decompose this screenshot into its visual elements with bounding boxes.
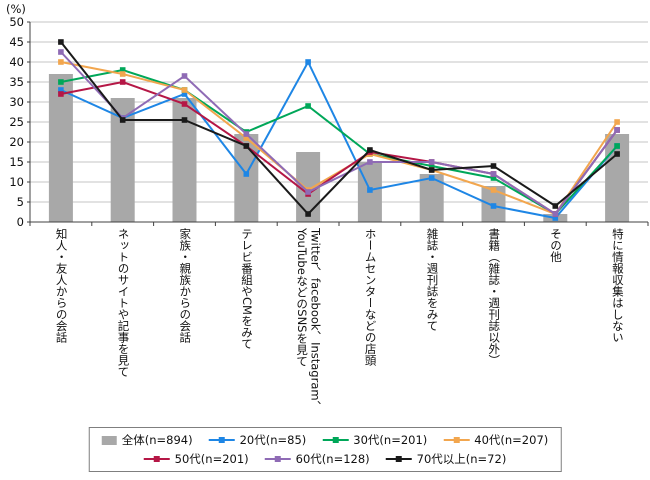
category-label: 知人・友人からの会話 [54, 228, 69, 343]
y-tick-label: 0 [17, 215, 24, 229]
y-tick-label: 35 [9, 75, 24, 89]
category-label: 書籍（雑誌・週刊誌以外） [487, 228, 502, 366]
legend-label: 全体(n=894) [121, 433, 193, 447]
series-marker [243, 143, 250, 149]
series-marker [428, 167, 435, 173]
legend-item: 50代(n=201) [143, 451, 249, 467]
series-line [60, 41, 618, 216]
series-marker [305, 211, 311, 217]
legend-label: 50代(n=201) [174, 452, 249, 466]
legend-label: 60代(n=128) [295, 452, 370, 466]
legend-line-swatch [208, 435, 235, 445]
legend-label: 20代(n=85) [239, 433, 307, 447]
category-label: その他 [549, 228, 564, 263]
y-tick-label: 20 [9, 135, 24, 149]
series-marker [305, 59, 311, 65]
series-marker [552, 203, 559, 209]
legend-item: 40代(n=207) [443, 432, 548, 448]
category-label: テレビ番組やCMをみて [240, 228, 255, 350]
y-tick-label: 30 [9, 95, 24, 109]
series-marker [58, 39, 64, 45]
series-marker [119, 117, 126, 123]
series-marker [614, 119, 620, 125]
series-marker [428, 175, 435, 181]
legend-item: 60代(n=128) [264, 451, 370, 467]
series-marker [119, 79, 126, 85]
bar [48, 74, 73, 222]
series-marker [58, 49, 64, 55]
series-marker [58, 59, 64, 65]
legend-item: 全体(n=894) [101, 432, 193, 448]
category-label: 雑誌・週刊誌をみて [425, 228, 440, 332]
category-axis-labels: 知人・友人からの会話 ネットのサイトや記事を見て 家族・親族からの会話 テレビ番組やC… [0, 228, 650, 424]
series-line [60, 51, 618, 216]
y-tick-label: 5 [17, 195, 24, 209]
series-marker [181, 101, 188, 107]
legend-label: 70代以上(n=72) [416, 452, 507, 466]
chart-legend: 全体(n=894) 20代(n=85) 30代(n=201) 40代(n=207) 50… [88, 427, 562, 472]
series-marker [119, 67, 126, 73]
series-marker [58, 79, 64, 85]
legend-item: 70代以上(n=72) [385, 451, 507, 467]
legend-line-swatch [322, 435, 349, 445]
bar [234, 134, 259, 222]
legend-row: 全体(n=894) 20代(n=85) 30代(n=201) 40代(n=207) [101, 432, 548, 448]
series-marker [58, 87, 64, 93]
y-tick-label: 25 [9, 115, 24, 129]
series-marker [614, 151, 620, 157]
legend-row: 50代(n=201) 60代(n=128) 70代以上(n=72) [102, 451, 549, 467]
series-marker [58, 91, 64, 97]
legend-item: 20代(n=85) [208, 432, 307, 448]
series-marker [490, 187, 497, 193]
series-marker [552, 215, 559, 221]
series-marker [614, 143, 620, 149]
series-marker [428, 163, 435, 169]
y-tick-label: 50 [9, 15, 24, 29]
series-marker [181, 117, 188, 123]
series-marker [243, 135, 250, 141]
legend-line-swatch [264, 454, 291, 464]
legend-line-swatch [143, 454, 170, 464]
category-label: 家族・親族からの会話 [178, 228, 193, 343]
y-tick-label: 15 [9, 155, 24, 169]
y-tick-label: 40 [9, 55, 24, 69]
series-marker [119, 71, 126, 77]
series-marker [428, 159, 435, 165]
series-marker [243, 131, 250, 137]
series-marker [367, 159, 373, 165]
series-marker [367, 187, 373, 193]
y-axis-unit-label: (%) [6, 2, 26, 16]
series-marker [490, 203, 497, 209]
series-marker [490, 175, 497, 181]
legend-item: 30代(n=201) [322, 432, 427, 448]
legend-label: 40代(n=207) [474, 433, 549, 447]
category-label: Twitter、facebook、Instagram、YouTubeなどのSNS… [295, 228, 323, 413]
series-marker [181, 91, 188, 97]
y-tick-label: 10 [9, 175, 24, 189]
bar [172, 98, 197, 222]
series-line [60, 59, 618, 220]
series-marker [552, 211, 559, 217]
chart-plot-area: 0 5 10 15 20 25 30 35 40 45 50(%) [6, 2, 649, 229]
legend-bar-swatch [101, 435, 117, 445]
series-marker [614, 127, 620, 133]
y-tick-label: 45 [9, 35, 24, 49]
category-label: ホームセンターなどの店頭 [363, 228, 378, 366]
series-marker [181, 87, 188, 93]
legend-line-swatch [443, 435, 470, 445]
series-marker [181, 73, 188, 79]
series-line [60, 68, 618, 216]
category-label: ネットのサイトや記事を見て [116, 228, 131, 378]
series-marker [490, 163, 497, 169]
series-marker [490, 171, 497, 177]
series-marker [305, 103, 311, 109]
series-marker [243, 171, 250, 177]
category-label: 特に情報収集はしない [610, 228, 625, 343]
series-marker [367, 147, 373, 153]
legend-label: 30代(n=201) [353, 433, 428, 447]
series-marker [305, 189, 311, 195]
legend-line-swatch [385, 454, 412, 464]
